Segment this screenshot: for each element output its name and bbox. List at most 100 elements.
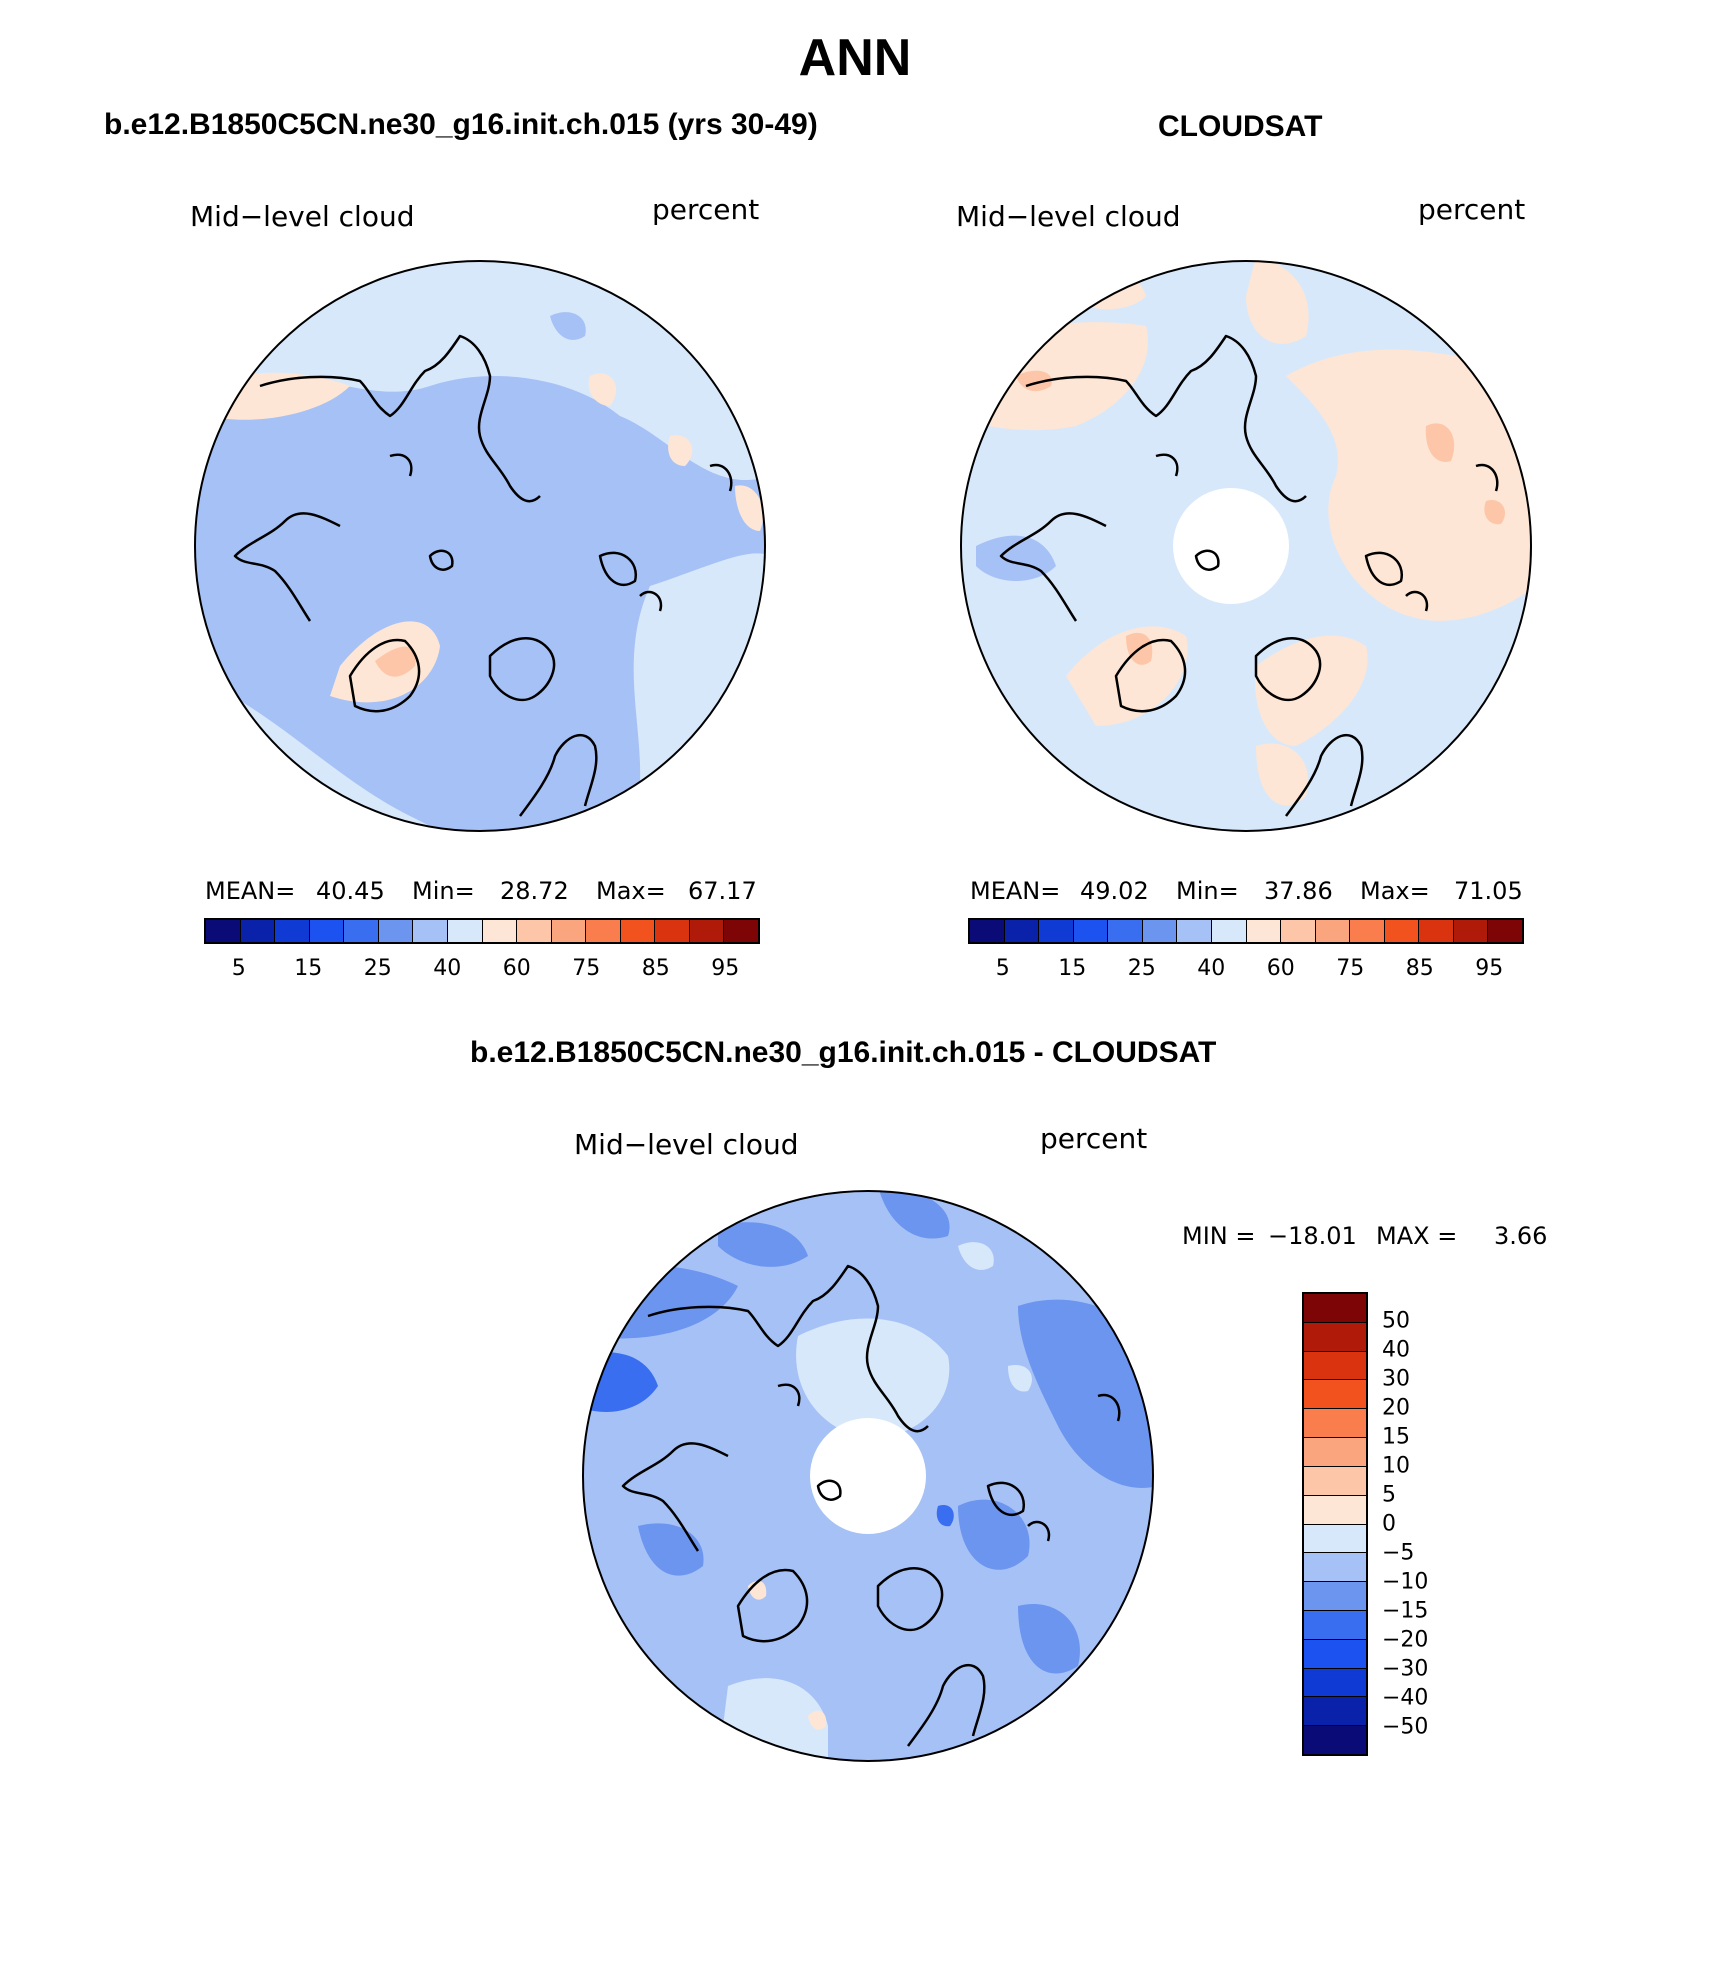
colorbar-swatch-2: [275, 920, 310, 942]
diff-units-label: percent: [1040, 1122, 1148, 1155]
diff-colorbar-swatch-11: [1304, 1610, 1366, 1640]
model-units-label: percent: [652, 193, 760, 226]
colorbar-swatch-10: [551, 920, 587, 942]
diff-colorbar-tick-label: −30: [1382, 1656, 1429, 1682]
diff-colorbar-tick-label: −10: [1382, 1569, 1429, 1595]
diff-colorbar-tick-label: −15: [1382, 1598, 1429, 1624]
colorbar-swatch-8: [1246, 920, 1282, 942]
diff-colorbar-tick-label: 15: [1382, 1424, 1410, 1450]
obs-min-value: 37.86: [1264, 877, 1333, 905]
colorbar-swatch-10: [1315, 920, 1351, 942]
colorbar-swatch-13: [1419, 920, 1454, 942]
colorbar-tick-label: 95: [1475, 956, 1504, 981]
diff-colorbar-swatch-2: [1304, 1351, 1366, 1381]
diff-panel-title: b.e12.B1850C5CN.ne30_g16.init.ch.015 - C…: [470, 1036, 1217, 1069]
obs-min-label: Min=: [1176, 877, 1239, 905]
colorbar-tick-label: 60: [502, 956, 531, 981]
diff-colorbar-tick-label: −20: [1382, 1627, 1429, 1653]
diff-colorbar-tick-label: 40: [1382, 1337, 1410, 1363]
obs-max-value: 71.05: [1454, 877, 1523, 905]
obs-colorbar: [968, 918, 1524, 944]
diff-polar-map: [582, 1190, 1154, 1762]
colorbar-swatch-12: [1384, 920, 1420, 942]
diff-min-value: −18.01: [1268, 1222, 1357, 1250]
model-min-value: 28.72: [500, 877, 569, 905]
diff-colorbar-tick-label: 50: [1382, 1308, 1410, 1334]
diff-colorbar-swatch-9: [1304, 1553, 1366, 1583]
colorbar-swatch-6: [1177, 920, 1212, 942]
model-polar-map: [194, 260, 766, 832]
figure-title: ANN: [798, 29, 912, 87]
diff-colorbar-swatch-5: [1304, 1438, 1366, 1467]
diff-colorbar-ticks: 50 40 30 20 15 10 5 0 −5 −10 −15 −20 −30 −40 −50: [1382, 1292, 1472, 1756]
colorbar-swatch-3: [309, 920, 345, 942]
diff-colorbar-tick-label: 5: [1382, 1482, 1396, 1508]
diff-min-label: MIN =: [1182, 1222, 1256, 1250]
colorbar-swatch-14: [689, 920, 725, 942]
colorbar-swatch-0: [206, 920, 241, 942]
colorbar-tick-label: 40: [1197, 956, 1226, 981]
colorbar-swatch-2: [1039, 920, 1074, 942]
colorbar-swatch-5: [378, 920, 414, 942]
obs-variable-label: Mid−level cloud: [956, 200, 1181, 233]
diff-colorbar-swatch-14: [1304, 1697, 1366, 1727]
colorbar-swatch-11: [586, 920, 621, 942]
colorbar-swatch-5: [1142, 920, 1178, 942]
model-max-label: Max=: [596, 877, 666, 905]
obs-units-label: percent: [1418, 193, 1526, 226]
diff-colorbar-swatch-3: [1304, 1380, 1366, 1410]
diff-colorbar-swatch-12: [1304, 1639, 1366, 1669]
colorbar-swatch-9: [1281, 920, 1316, 942]
colorbar-swatch-1: [240, 920, 276, 942]
obs-mean-label: MEAN=: [970, 877, 1061, 905]
colorbar-tick-label: 75: [1336, 956, 1365, 981]
colorbar-swatch-15: [724, 920, 758, 942]
diff-colorbar-tick-label: 30: [1382, 1366, 1410, 1392]
obs-mean-value: 49.02: [1080, 877, 1149, 905]
colorbar-tick-label: 85: [641, 956, 670, 981]
colorbar-swatch-13: [655, 920, 690, 942]
obs-colorbar-ticks: 5 15 25 40 60 75 85 95: [968, 956, 1524, 986]
model-max-value: 67.17: [688, 877, 757, 905]
diff-colorbar-swatch-1: [1304, 1322, 1366, 1352]
colorbar-swatch-7: [1211, 920, 1247, 942]
diff-variable-label: Mid−level cloud: [574, 1128, 799, 1161]
colorbar-tick-label: 95: [711, 956, 740, 981]
model-colorbar-ticks: 5 15 25 40 60 75 85 95: [204, 956, 760, 986]
diff-colorbar-tick-label: 0: [1382, 1511, 1396, 1537]
model-panel-title: b.e12.B1850C5CN.ne30_g16.init.ch.015 (yr…: [104, 108, 818, 141]
colorbar-swatch-15: [1488, 920, 1522, 942]
model-colorbar: [204, 918, 760, 944]
diff-colorbar-swatch-7: [1304, 1495, 1366, 1525]
obs-polar-map: [960, 260, 1532, 832]
colorbar-tick-label: 60: [1266, 956, 1295, 981]
colorbar-swatch-1: [1004, 920, 1040, 942]
diff-max-label: MAX =: [1376, 1222, 1458, 1250]
diff-colorbar-tick-label: −5: [1382, 1540, 1415, 1566]
diff-colorbar-swatch-4: [1304, 1409, 1366, 1439]
colorbar-tick-label: 85: [1405, 956, 1434, 981]
diff-colorbar-tick-label: −40: [1382, 1685, 1429, 1711]
model-variable-label: Mid−level cloud: [190, 200, 415, 233]
diff-colorbar-swatch-15: [1304, 1726, 1366, 1754]
diff-max-value: 3.66: [1494, 1222, 1548, 1250]
colorbar-swatch-4: [344, 920, 379, 942]
colorbar-tick-label: 5: [231, 956, 246, 981]
colorbar-tick-label: 40: [433, 956, 462, 981]
colorbar-tick-label: 15: [294, 956, 323, 981]
colorbar-swatch-9: [517, 920, 552, 942]
diff-colorbar-swatch-0: [1304, 1294, 1366, 1323]
colorbar-tick-label: 5: [995, 956, 1010, 981]
colorbar-swatch-7: [447, 920, 483, 942]
colorbar-tick-label: 25: [1127, 956, 1156, 981]
colorbar-swatch-0: [970, 920, 1005, 942]
obs-max-label: Max=: [1360, 877, 1430, 905]
colorbar-swatch-11: [1350, 920, 1385, 942]
diff-colorbar-tick-label: 10: [1382, 1453, 1410, 1479]
model-mean-label: MEAN=: [205, 877, 296, 905]
diff-colorbar-swatch-8: [1304, 1524, 1366, 1554]
colorbar-swatch-6: [413, 920, 448, 942]
colorbar-swatch-12: [620, 920, 656, 942]
diff-colorbar-swatch-6: [1304, 1466, 1366, 1496]
model-mean-value: 40.45: [316, 877, 385, 905]
